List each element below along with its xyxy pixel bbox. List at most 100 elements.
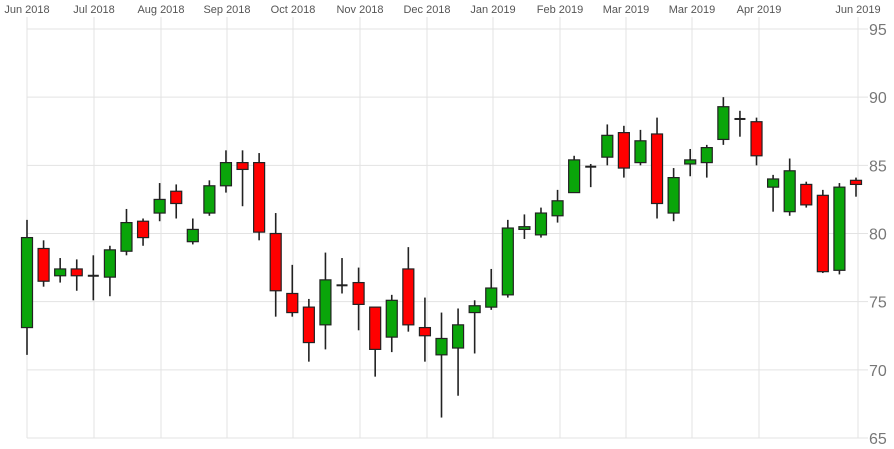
candle-body-down: [352, 281, 365, 305]
candle-body-up: [120, 221, 133, 252]
candle-body-down: [617, 132, 630, 169]
candle: [766, 174, 780, 212]
candle: [750, 117, 763, 166]
candle-body-down: [800, 183, 813, 206]
candle: [336, 258, 348, 294]
candle: [451, 308, 465, 396]
candle: [650, 117, 664, 219]
candle: [136, 218, 150, 246]
candle: [153, 183, 166, 222]
candle-body-up: [518, 226, 531, 231]
candle-body-up: [700, 147, 713, 164]
x-tick-label: Jul 2018: [73, 4, 115, 16]
y-tick-label: 65: [869, 431, 887, 448]
candle: [816, 189, 829, 274]
candle: [319, 252, 332, 350]
candle: [684, 148, 697, 177]
x-tick-label: Jun 2018: [4, 4, 49, 16]
candle: [54, 258, 67, 283]
candle: [103, 245, 117, 297]
candle: [418, 297, 432, 362]
x-tick-label: Nov 2018: [336, 4, 383, 16]
y-tick-label: 95: [869, 22, 887, 39]
candle: [617, 125, 630, 178]
candle-body-up: [385, 299, 398, 338]
candle-body-up: [203, 185, 216, 214]
candle-body-up: [833, 186, 846, 271]
candle: [601, 124, 614, 166]
candle-body-up: [534, 212, 548, 236]
candle: [783, 158, 796, 216]
candle-body-down: [136, 220, 150, 239]
candle-body-down: [849, 179, 863, 186]
candle: [833, 183, 846, 275]
candle-body-down: [302, 306, 315, 344]
x-tick-label: Aug 2018: [137, 4, 184, 16]
candle: [717, 97, 730, 145]
candle-body-up: [485, 287, 498, 308]
candle: [585, 163, 597, 188]
candle-body-up: [568, 159, 581, 194]
x-axis-labels: Jun 2018 Jul 2018 Aug 2018 Sep 2018 Oct 2018…: [4, 4, 880, 16]
candle-body-down: [750, 121, 763, 157]
candle-body-down: [816, 194, 829, 273]
candle: [385, 294, 398, 353]
candle-body-up: [319, 279, 332, 326]
x-tick-label: Feb 2019: [537, 4, 583, 16]
candle: [219, 150, 233, 193]
candle-body-up: [153, 198, 166, 214]
candle: [87, 255, 99, 301]
candle: [37, 240, 50, 287]
candle-body-down: [236, 162, 249, 171]
candle: [667, 168, 680, 222]
y-tick-label: 80: [869, 227, 887, 244]
candle: [170, 184, 183, 219]
y-tick-label: 75: [869, 295, 887, 312]
candle-body-up: [501, 227, 514, 296]
candle: [849, 177, 863, 197]
candle-body-up: [186, 228, 199, 243]
candle-body-up: [435, 337, 448, 356]
candle-body-up: [54, 268, 67, 277]
candle-body-down: [402, 268, 415, 326]
x-tick-label: Jun 2019: [835, 4, 880, 16]
candle-body-up: [103, 249, 117, 278]
candle: [236, 150, 249, 207]
candle-body-down: [650, 133, 664, 205]
candle: [186, 218, 199, 245]
x-tick-label: Apr 2019: [737, 4, 782, 16]
candle-body-down: [269, 232, 282, 292]
x-tick-label: Dec 2018: [403, 4, 450, 16]
candle-body-down: [253, 162, 266, 233]
candle-body-up: [468, 305, 481, 314]
candle: [286, 264, 299, 317]
candle-body-up: [601, 134, 614, 158]
y-tick-label: 90: [869, 90, 887, 107]
candle: [534, 207, 548, 238]
candle-body-down: [170, 190, 183, 205]
candle-body-down: [70, 268, 83, 277]
candle: [551, 189, 564, 223]
x-tick-label: Jan 2019: [470, 4, 515, 16]
candle: [634, 129, 647, 166]
candle-body-up: [551, 200, 564, 217]
candle: [203, 180, 216, 216]
candle: [302, 298, 315, 362]
y-tick-label: 85: [869, 158, 887, 175]
candle: [518, 214, 531, 239]
candle-body-down: [37, 247, 50, 282]
candle: [70, 259, 83, 291]
candle: [800, 181, 813, 208]
x-tick-label: Sep 2018: [203, 4, 250, 16]
candle: [568, 155, 581, 194]
grid-lines: [26, 17, 868, 439]
x-tick-label: Mar 2019: [669, 4, 715, 16]
candle: [253, 153, 266, 241]
candle-body-up: [684, 159, 697, 165]
candle: [734, 110, 746, 137]
candle-body-down: [369, 306, 382, 350]
candle: [501, 219, 514, 298]
candle: [468, 300, 481, 354]
candle-body-up: [783, 170, 796, 213]
candle-body-down: [286, 292, 299, 314]
